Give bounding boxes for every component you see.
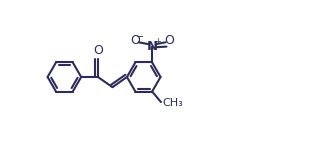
Text: O: O <box>130 34 140 47</box>
Text: N: N <box>147 40 158 53</box>
Text: −: − <box>136 32 144 42</box>
Text: O: O <box>93 44 103 57</box>
Text: +: + <box>154 37 161 46</box>
Text: CH₃: CH₃ <box>162 98 183 108</box>
Text: O: O <box>164 34 174 47</box>
